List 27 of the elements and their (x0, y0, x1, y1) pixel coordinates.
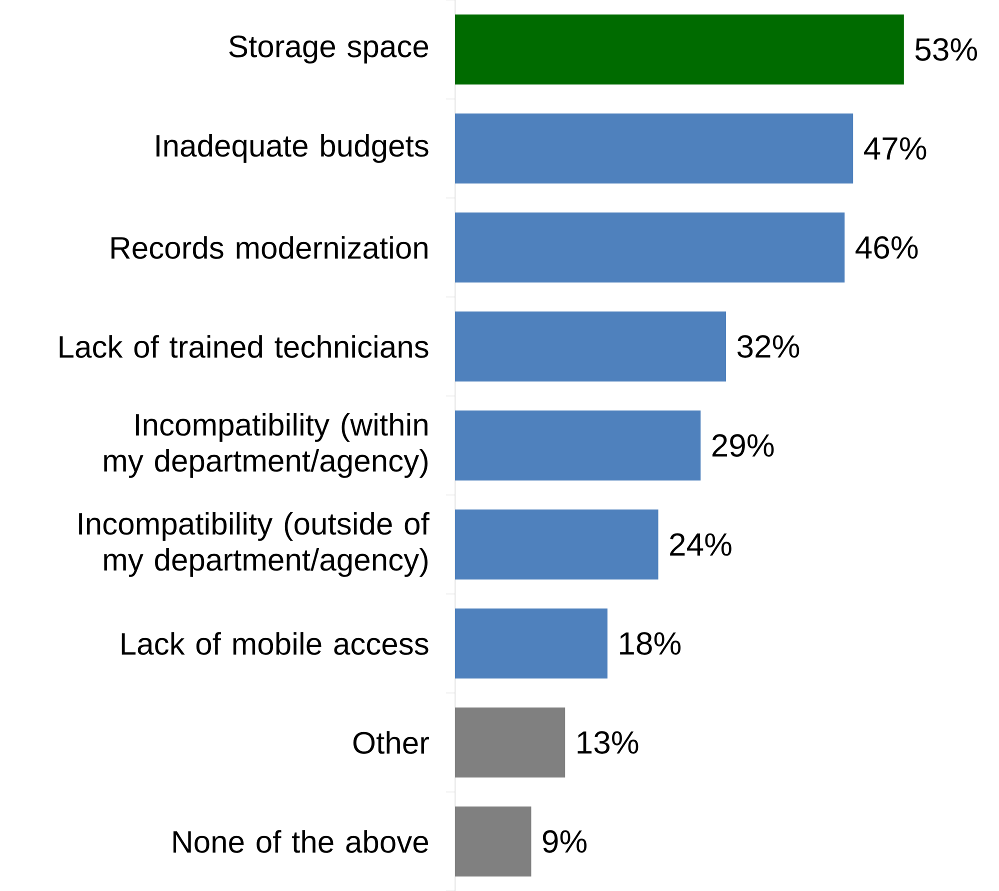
y-tick-label: None of the above (173, 830, 428, 853)
data-label: 29% (712, 434, 774, 457)
bar (455, 509, 658, 580)
data-label: 9% (542, 830, 587, 853)
bar (455, 410, 701, 480)
bar (455, 113, 854, 184)
bar (455, 311, 726, 382)
y-tick-label: Storage space (229, 35, 428, 64)
data-label: 47% (864, 137, 926, 160)
data-label: 53% (915, 38, 977, 61)
data-label: 13% (578, 731, 638, 754)
y-tick-label: Other (353, 731, 429, 754)
bar (455, 707, 566, 778)
data-label: 32% (737, 335, 800, 358)
y-tick-label: Inadequate budgets (156, 134, 428, 163)
bar (455, 806, 532, 876)
data-label: 24% (670, 533, 732, 556)
bar (455, 608, 608, 678)
data-label: 18% (620, 632, 681, 655)
y-tick-label: Incompatibility (outside of my department/agency) (79, 512, 430, 577)
data-label: 46% (856, 236, 918, 259)
bar (455, 212, 845, 282)
y-tick-label: Lack of trained technicians (60, 335, 428, 358)
bar (455, 14, 904, 84)
y-tick-label: Lack of mobile access (122, 632, 428, 655)
y-tick-label: Records modernization (112, 236, 428, 259)
y-tick-label: Incompatibility (within my department/agency) (104, 413, 428, 478)
